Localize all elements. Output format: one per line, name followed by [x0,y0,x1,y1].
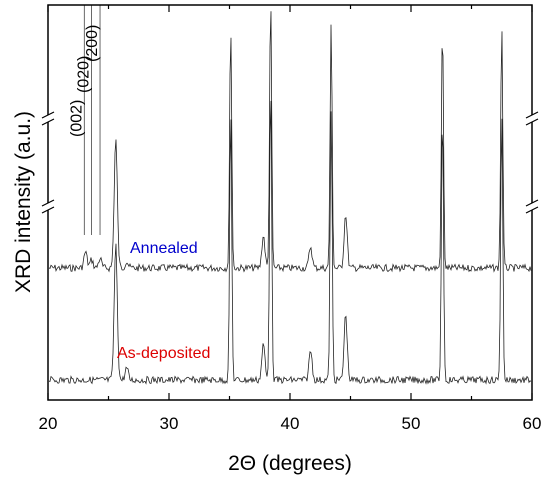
reference-peak-lines [83,5,101,235]
plot-frame [47,4,533,401]
x-tick-label: 50 [402,414,421,433]
traces-group [48,11,532,385]
axis-break-mark [41,206,55,214]
series-label-as-deposited: As-deposited [117,345,210,362]
x-tick-label: 40 [281,414,300,433]
hkl-label: (200) [84,25,101,62]
axis-break-mark [525,118,539,126]
axis-break-mark [41,111,55,119]
axis-break-mark [525,206,539,214]
axis-break-gap [44,203,52,210]
y-axis-title: XRD intensity (a.u.) [12,111,35,293]
peak-annotations: (002) (020)(200) [68,25,101,137]
axis-break-mark [41,199,55,207]
x-axis-title: 2Θ (degrees) [228,452,352,475]
x-tick-label: 30 [160,414,179,433]
axis-break-gap [44,115,52,122]
series-trace-as-deposited [48,100,532,385]
hkl-label: (002) [68,100,85,137]
axis-break-mark [525,111,539,119]
axis-breaks [41,111,539,214]
hkl-label: (020) [76,56,93,93]
axis-break-gap [528,203,536,210]
x-ticks [47,5,533,400]
axis-break-mark [525,199,539,207]
series-labels: Annealed As-deposited [117,240,210,362]
series-label-annealed: Annealed [130,240,198,257]
x-tick-label: 20 [39,414,58,433]
axis-break-gap [528,115,536,122]
x-tick-labels: 20 30 40 50 60 [39,414,542,433]
axis-break-mark [41,118,55,126]
x-tick-label: 60 [523,414,542,433]
series-trace-annealed [48,11,532,273]
